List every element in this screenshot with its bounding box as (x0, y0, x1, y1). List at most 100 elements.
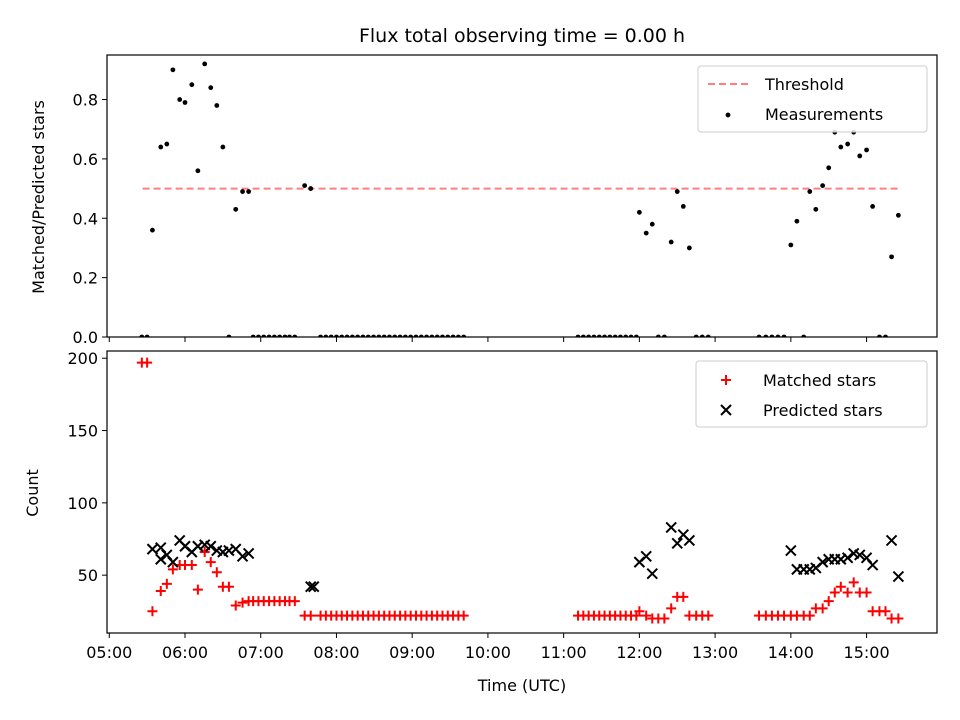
measurement-point (674, 189, 680, 194)
matched-star-point (223, 581, 234, 592)
measurement-point (857, 153, 863, 159)
measurement-point (177, 97, 183, 102)
matched-star-point (641, 610, 652, 621)
matched-star-point (230, 600, 241, 611)
x-tick-label: 15:00 (844, 643, 890, 662)
matched-star-point (666, 603, 677, 614)
measurement-point (302, 183, 308, 189)
matched-stars-series (136, 357, 904, 624)
matched-star-point (678, 591, 689, 602)
top-y-tick-label: 0.2 (73, 269, 98, 288)
top-legend: Threshold Measurements (697, 65, 928, 133)
bottom-y-tick-label: 150 (67, 422, 98, 441)
predicted-star-point (671, 537, 683, 550)
bottom-panel: 50 100 150 200 05:00 06:00 07:00 08:00 09:00 10:0… (67, 349, 938, 662)
measurement-point (189, 82, 195, 88)
x-tick-label: 14:00 (768, 643, 814, 662)
measurement-point (643, 230, 649, 236)
matched-star-point (192, 584, 203, 595)
measurement-point (788, 242, 794, 248)
top-axes-frame (106, 54, 938, 338)
bottom-y-axis-label: Count (23, 469, 42, 517)
measurement-point (649, 221, 655, 227)
legend-measurements-label: Measurements (765, 105, 883, 124)
x-tick-label: 05:00 (86, 643, 132, 662)
predicted-star-point (640, 550, 652, 563)
x-tick-label: 08:00 (313, 643, 359, 662)
matched-star-point (823, 596, 834, 607)
predicted-star-point (854, 549, 866, 561)
matched-star-point (289, 596, 300, 607)
legend-matched-label: Matched stars (763, 371, 876, 390)
measurement-point (845, 141, 851, 147)
matched-star-point (458, 610, 469, 621)
matched-star-point (186, 560, 197, 571)
measurement-point (668, 239, 674, 245)
measurement-point (820, 183, 826, 189)
measurement-point (214, 103, 220, 108)
measurement-point (680, 203, 686, 209)
matched-star-point (829, 587, 840, 598)
top-y-tick-label: 0.6 (73, 150, 98, 169)
matched-star-point (659, 613, 670, 624)
measurement-point (864, 147, 869, 153)
matched-star-point (634, 606, 645, 617)
measurement-point (636, 209, 642, 215)
top-panel: 0.0 0.2 0.4 0.6 0.8 Threshold Measurements (73, 54, 938, 347)
x-tick-label: 11:00 (541, 643, 587, 662)
x-axis-label: Time (UTC) (477, 676, 566, 695)
bottom-y-tick-label: 200 (67, 349, 98, 368)
matched-star-point (237, 597, 248, 608)
predicted-star-point (866, 559, 879, 571)
top-y-tick-label: 0.8 (73, 91, 98, 110)
predicted-stars-series (146, 521, 905, 593)
matched-star-point (155, 586, 166, 597)
x-tick-label: 07:00 (238, 643, 284, 662)
predicted-star-point (155, 553, 167, 565)
measurement-point (838, 144, 844, 150)
matched-star-point (211, 567, 222, 578)
x-tick-label: 13:00 (692, 643, 738, 662)
measurement-point (158, 144, 164, 150)
measurement-point (826, 165, 832, 171)
measurement-point (889, 254, 894, 260)
matched-star-point (848, 577, 859, 588)
matched-star-point (703, 610, 714, 621)
legend-predicted-label: Predicted stars (763, 401, 883, 420)
top-y-axis-label: Matched/Predicted stars (29, 100, 48, 294)
matched-star-point (861, 587, 872, 598)
matched-star-point (305, 610, 316, 621)
measurement-point (195, 168, 201, 174)
predicted-star-point (841, 552, 854, 564)
predicted-star-point (308, 581, 320, 593)
measurement-point (807, 189, 813, 194)
measurement-point (208, 85, 214, 91)
legend-predicted-swatch (720, 404, 732, 416)
x-tick-label: 06:00 (162, 643, 208, 662)
predicted-star-point (305, 581, 317, 593)
bottom-y-tick-label: 100 (67, 494, 98, 513)
matched-star-point (147, 606, 158, 617)
measurement-point (246, 189, 252, 194)
matched-star-point (199, 547, 210, 558)
top-y-tick-label: 0.4 (73, 209, 98, 228)
predicted-star-point (665, 521, 677, 534)
measurement-point (202, 61, 208, 67)
matched-star-point (893, 613, 904, 624)
matched-star-point (142, 357, 153, 368)
measurement-point (308, 186, 314, 191)
legend-matched-swatch (721, 375, 731, 385)
measurement-point (813, 206, 819, 212)
legend-measurements-swatch (725, 112, 731, 118)
bottom-legend-box (695, 360, 928, 428)
predicted-star-point (816, 556, 829, 568)
measurement-point (170, 67, 176, 73)
matched-star-point (804, 610, 815, 621)
bottom-y-tick-label: 50 (78, 566, 98, 585)
predicted-star-point (683, 534, 696, 547)
matched-star-point (161, 578, 172, 589)
measurements-series (139, 61, 901, 337)
matched-star-point (835, 581, 846, 592)
predicted-star-point (885, 534, 898, 547)
